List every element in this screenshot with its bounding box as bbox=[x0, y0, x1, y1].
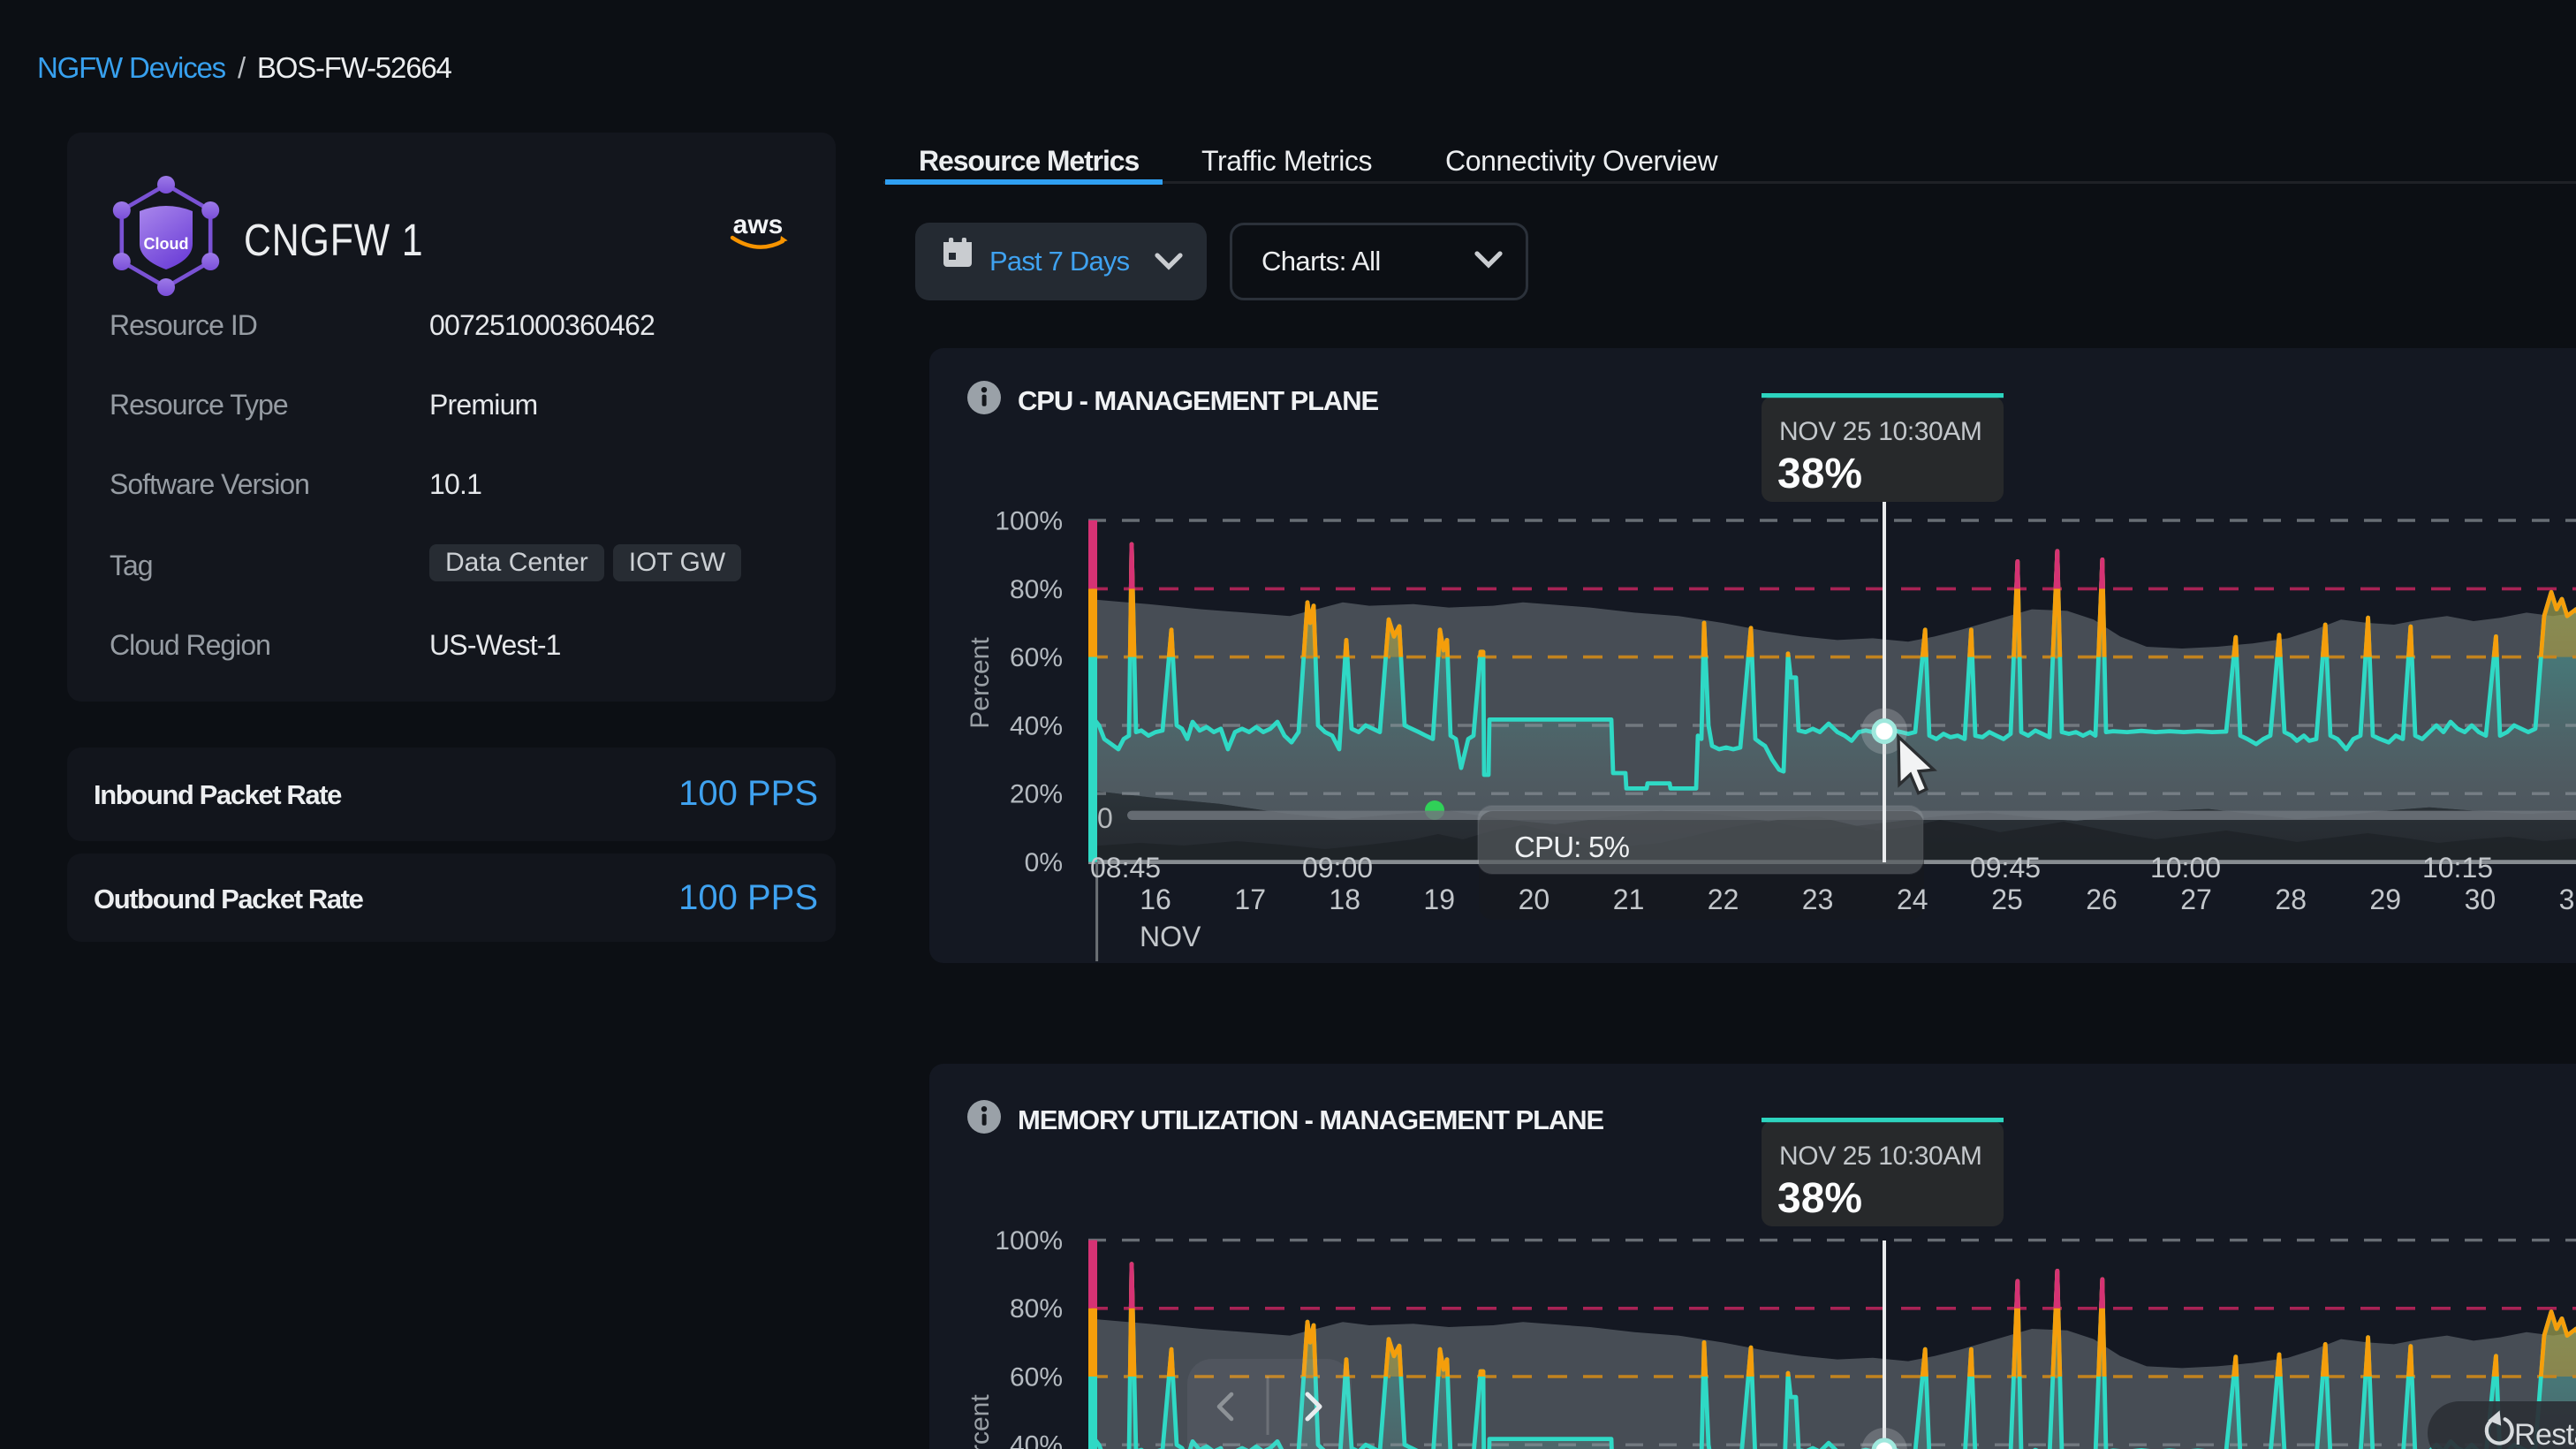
svg-text:80%: 80% bbox=[1010, 1294, 1063, 1324]
svg-text:20%: 20% bbox=[1010, 780, 1063, 809]
svg-text:Percent: Percent bbox=[966, 1394, 995, 1449]
svg-text:29: 29 bbox=[2369, 884, 2401, 915]
svg-text:26: 26 bbox=[2086, 884, 2118, 915]
svg-text:20: 20 bbox=[1519, 884, 1550, 915]
svg-text:Restart: Restart bbox=[2514, 1418, 2576, 1449]
svg-text:60%: 60% bbox=[1010, 1362, 1063, 1392]
svg-text:0: 0 bbox=[1097, 802, 1113, 834]
svg-text:Percent: Percent bbox=[966, 637, 995, 729]
svg-text:27: 27 bbox=[2180, 884, 2212, 915]
svg-text:60%: 60% bbox=[1010, 643, 1063, 672]
svg-text:100%: 100% bbox=[995, 506, 1063, 535]
svg-text:10:15: 10:15 bbox=[2422, 852, 2493, 884]
svg-text:40%: 40% bbox=[1010, 1431, 1063, 1449]
svg-text:21: 21 bbox=[1613, 884, 1645, 915]
svg-text:Cloud: Cloud bbox=[144, 235, 189, 253]
svg-text:31: 31 bbox=[2559, 884, 2576, 915]
svg-text:40%: 40% bbox=[1010, 711, 1063, 740]
svg-text:30: 30 bbox=[2465, 884, 2496, 915]
svg-text:16: 16 bbox=[1140, 884, 1171, 915]
svg-text:CPU: 5%: CPU: 5% bbox=[1514, 831, 1630, 863]
svg-text:aws: aws bbox=[733, 210, 784, 239]
svg-text:17: 17 bbox=[1234, 884, 1266, 915]
svg-text:NOV: NOV bbox=[1140, 921, 1201, 952]
svg-text:25: 25 bbox=[1991, 884, 2023, 915]
svg-text:100%: 100% bbox=[995, 1226, 1063, 1256]
svg-text:24: 24 bbox=[1897, 884, 1928, 915]
svg-text:22: 22 bbox=[1708, 884, 1739, 915]
svg-text:19: 19 bbox=[1423, 884, 1455, 915]
svg-text:0%: 0% bbox=[1025, 848, 1063, 877]
svg-text:18: 18 bbox=[1329, 884, 1360, 915]
svg-text:08:45: 08:45 bbox=[1090, 852, 1161, 884]
svg-text:10:00: 10:00 bbox=[2150, 852, 2221, 884]
svg-text:38%: 38% bbox=[1777, 451, 1862, 497]
svg-text:09:45: 09:45 bbox=[1970, 852, 2041, 884]
svg-text:80%: 80% bbox=[1010, 575, 1063, 604]
svg-text:28: 28 bbox=[2275, 884, 2307, 915]
svg-text:23: 23 bbox=[1802, 884, 1834, 915]
svg-text:09:00: 09:00 bbox=[1302, 852, 1373, 884]
svg-text:NOV 25 10:30AM: NOV 25 10:30AM bbox=[1779, 417, 1982, 446]
svg-text:38%: 38% bbox=[1777, 1175, 1862, 1222]
svg-text:NOV 25 10:30AM: NOV 25 10:30AM bbox=[1779, 1142, 1982, 1171]
